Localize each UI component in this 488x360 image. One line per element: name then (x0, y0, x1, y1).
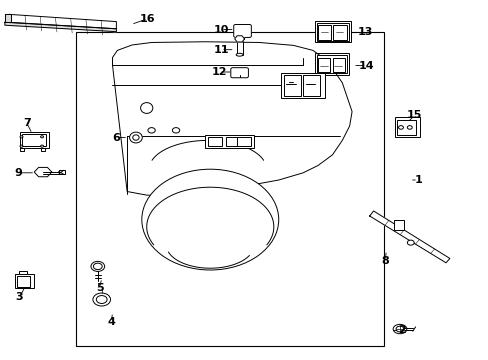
Ellipse shape (141, 103, 153, 113)
Ellipse shape (96, 296, 107, 303)
Polygon shape (146, 187, 273, 245)
Text: 12: 12 (211, 67, 226, 77)
Bar (314, 21, 350, 42)
Ellipse shape (91, 261, 104, 271)
Bar (316, 23, 348, 41)
Bar (20, 148, 24, 151)
Ellipse shape (395, 326, 403, 332)
Ellipse shape (20, 136, 23, 138)
Bar (41, 148, 45, 151)
Polygon shape (10, 14, 116, 29)
Ellipse shape (133, 135, 139, 140)
Polygon shape (112, 42, 351, 196)
Bar (236, 41, 242, 55)
Ellipse shape (392, 324, 406, 334)
Text: 7: 7 (23, 118, 31, 128)
Polygon shape (59, 170, 64, 174)
Text: 11: 11 (213, 45, 228, 55)
Ellipse shape (407, 240, 413, 245)
Ellipse shape (41, 136, 43, 138)
Text: 15: 15 (406, 110, 422, 120)
Bar (332, 58, 344, 72)
Bar (207, 137, 222, 146)
Text: 10: 10 (213, 24, 228, 35)
Polygon shape (5, 22, 116, 32)
Ellipse shape (147, 128, 155, 133)
Polygon shape (5, 14, 11, 22)
Ellipse shape (41, 145, 43, 147)
Bar (19, 271, 27, 274)
Ellipse shape (129, 132, 142, 143)
Text: 8: 8 (381, 256, 388, 266)
Text: 13: 13 (357, 27, 373, 37)
Bar (317, 58, 329, 72)
Text: 9: 9 (15, 168, 22, 178)
Bar (393, 220, 403, 230)
Bar (205, 135, 254, 148)
Ellipse shape (407, 126, 411, 129)
Text: 3: 3 (16, 292, 23, 302)
Bar (225, 137, 240, 146)
FancyBboxPatch shape (233, 24, 251, 37)
Bar (283, 75, 300, 96)
Bar (394, 117, 419, 137)
Text: 2: 2 (397, 325, 405, 336)
Bar (317, 25, 330, 40)
Bar (237, 137, 250, 146)
Ellipse shape (142, 169, 278, 270)
Bar (21, 134, 46, 146)
Polygon shape (234, 36, 244, 42)
Polygon shape (369, 211, 449, 263)
Bar (314, 53, 348, 75)
Ellipse shape (236, 40, 243, 42)
Bar (20, 132, 49, 148)
Text: 5: 5 (96, 283, 103, 293)
Text: 6: 6 (112, 132, 120, 143)
Text: 14: 14 (358, 60, 374, 71)
Ellipse shape (93, 293, 110, 306)
Ellipse shape (93, 263, 102, 270)
Bar (316, 55, 346, 73)
Ellipse shape (20, 145, 23, 147)
Text: 4: 4 (107, 317, 115, 327)
Bar (17, 276, 30, 287)
Ellipse shape (236, 53, 243, 56)
Text: 1: 1 (413, 175, 421, 185)
Bar (396, 120, 415, 135)
Bar (15, 274, 34, 288)
Ellipse shape (172, 128, 180, 133)
Bar (303, 75, 320, 96)
Ellipse shape (398, 126, 403, 129)
Bar (333, 25, 346, 40)
Bar (281, 73, 325, 98)
Polygon shape (34, 167, 52, 177)
Text: 16: 16 (140, 14, 155, 24)
Bar (76, 32, 383, 346)
FancyBboxPatch shape (230, 68, 248, 78)
